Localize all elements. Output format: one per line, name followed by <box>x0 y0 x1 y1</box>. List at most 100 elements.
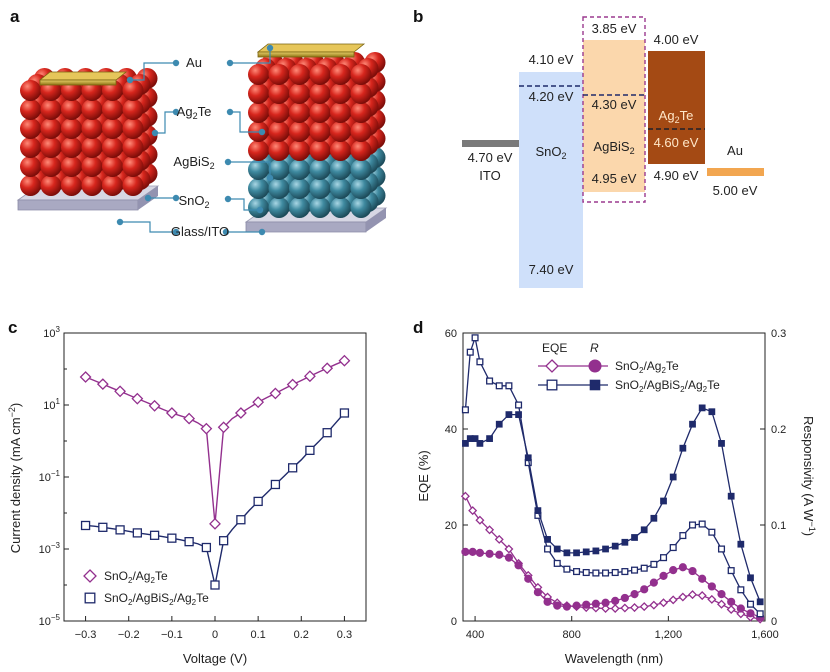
d-data-point <box>756 598 764 606</box>
d-ylabel: EQE (%) <box>416 450 431 501</box>
d-data-point <box>553 545 561 553</box>
leader-dot <box>144 194 152 202</box>
c-data-point <box>234 407 247 419</box>
leader-dot <box>116 218 124 226</box>
d-data-point <box>544 545 552 553</box>
d-legend-marker-r <box>589 379 601 391</box>
d-data-point <box>669 473 677 481</box>
d-data-point <box>660 497 667 505</box>
d-data-point <box>582 548 590 556</box>
c-data-point <box>131 392 144 405</box>
d-data-point <box>602 569 610 577</box>
leader-dot <box>224 158 232 166</box>
d-data-point <box>717 590 726 599</box>
c-y-tick-label: 10−1 <box>39 469 61 484</box>
ag2te-sphere <box>122 118 144 139</box>
d-y-tick-label: 40 <box>445 424 457 436</box>
ag2te-sphere <box>289 64 310 85</box>
ag2te-band <box>648 51 705 164</box>
c-data-point <box>201 542 212 553</box>
ag2te-sphere <box>309 102 331 123</box>
c-data-point <box>165 407 178 419</box>
c-data-point <box>115 525 125 535</box>
ag2te-sphere <box>122 80 144 101</box>
c-data-point <box>184 537 194 547</box>
ag2te-sphere <box>20 99 41 120</box>
d-xlabel: Wavelength (nm) <box>565 651 664 666</box>
agbis2-sphere <box>330 178 351 199</box>
d-data-point <box>515 401 523 409</box>
d-data-point <box>573 568 581 576</box>
c-y-tick-label: 10−5 <box>39 613 61 628</box>
d-legend-marker-eqe <box>545 359 559 373</box>
d-data-point <box>485 525 495 535</box>
glass-side-face <box>366 208 386 232</box>
agbis2-sphere <box>330 197 351 218</box>
ag2te-sphere <box>330 64 351 85</box>
d-data-point <box>727 492 735 500</box>
ag2te-sphere <box>268 140 290 161</box>
d-data-point <box>601 604 611 614</box>
c-data-point <box>269 387 282 400</box>
c-data-point <box>288 463 298 473</box>
leader-dot <box>172 108 180 116</box>
d-data-point <box>495 420 503 428</box>
d-data-point <box>591 599 600 608</box>
c-data-point <box>286 378 299 391</box>
d-data-point <box>707 582 716 591</box>
d-data-point <box>461 547 470 556</box>
c-legend-marker <box>83 569 97 583</box>
leader-dot <box>226 108 234 116</box>
d-data-point <box>669 566 678 575</box>
d-data-point <box>756 610 764 618</box>
agbis2-sphere <box>309 159 331 180</box>
c-data-point <box>149 530 160 540</box>
sno2-bottom-energy: 7.40 eV <box>529 262 574 277</box>
ito-level <box>462 140 519 147</box>
c-x-tick-label: −0.1 <box>161 629 183 641</box>
d-data-point <box>476 440 484 447</box>
d-data-point <box>468 547 477 556</box>
c-data-point <box>339 408 350 418</box>
d-data-point <box>649 578 658 587</box>
ag2te-sphere <box>122 156 144 177</box>
ag2te-sphere <box>81 118 103 139</box>
c-y-tick-label: 101 <box>43 397 60 412</box>
ag2te-sphere <box>350 121 372 142</box>
d-data-point <box>582 568 590 577</box>
agbis2-dashed-box <box>582 16 646 203</box>
agbis2-sphere <box>289 159 310 180</box>
c-data-point <box>253 496 263 507</box>
gold-top-face <box>256 43 366 53</box>
d-data-point <box>698 574 707 583</box>
d-data-point <box>697 591 707 601</box>
c-y-tick-label: 103 <box>43 325 60 340</box>
d-data-point <box>698 404 706 412</box>
d-y2label: Responsivity (A W−1) <box>801 416 817 536</box>
d-data-point <box>611 542 619 550</box>
d-data-point <box>688 566 697 576</box>
leader-dot <box>258 128 266 136</box>
d-data-point <box>659 571 668 580</box>
ag2te-sphere <box>20 175 41 196</box>
leader-dot <box>172 228 180 236</box>
d-data-point <box>668 595 678 605</box>
c-series-line <box>85 412 345 586</box>
panel-c-jv-chart: −0.3 −0.2 −0.1 0 0.1 0.2 0.3 10−5 10−3 10−1 101 103… <box>7 325 367 666</box>
d-legend-r-header: R <box>590 341 599 355</box>
ag2te-sphere <box>350 64 372 85</box>
panel-a-device-schematic: Au Ag2Te AgBiS2 SnO2 Glass/ITO <box>16 43 388 239</box>
d-y-tick-label: 60 <box>445 328 457 340</box>
c-x-tick-label: 0.3 <box>337 629 352 641</box>
d-data-point <box>678 563 687 572</box>
c-xlabel: Voltage (V) <box>183 651 247 666</box>
ag2te-sphere <box>61 118 82 139</box>
d-data-point <box>562 602 571 611</box>
leader-dot <box>256 206 264 214</box>
c-data-point <box>80 520 91 531</box>
ag2te-sphere <box>122 99 144 120</box>
panel-label-a: a <box>10 7 20 26</box>
ag2te-sphere <box>289 140 310 161</box>
d-data-point <box>534 507 542 514</box>
